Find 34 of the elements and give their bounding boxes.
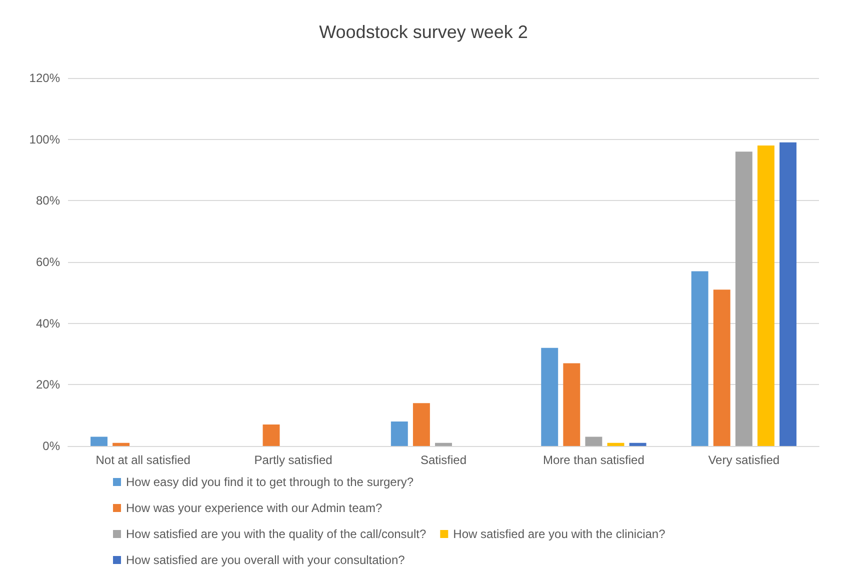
y-tick-label: 120% <box>29 71 60 85</box>
bar <box>90 436 108 446</box>
legend-label: How was your experience with our Admin team? <box>126 501 382 515</box>
legend-label: How satisfied are you with the quality of the call/consult? <box>126 527 426 541</box>
x-tick-label: More than satisfied <box>543 453 644 467</box>
bar <box>435 442 452 446</box>
legend-label: How satisfied are you overall with your consultation? <box>126 553 406 567</box>
bar <box>691 271 708 446</box>
y-tick-label: 20% <box>36 378 60 392</box>
bar <box>412 403 430 446</box>
x-tick-label: Satisfied <box>420 453 467 467</box>
bar <box>563 363 580 446</box>
bar <box>757 145 774 446</box>
legend-label: How easy did you find it to get through to the surgery? <box>126 475 414 489</box>
x-tick-label: Partly satisfied <box>254 453 332 467</box>
bar <box>112 442 130 446</box>
bar <box>607 442 624 446</box>
y-tick-label: 60% <box>36 255 60 269</box>
y-tick-label: 0% <box>42 439 60 453</box>
bar <box>735 152 752 446</box>
bar <box>585 436 602 446</box>
chart-title: Woodstock survey week 2 <box>319 22 528 42</box>
x-tick-label: Not at all satisfied <box>96 453 190 467</box>
bar <box>541 348 558 446</box>
bar <box>629 442 646 446</box>
y-tick-label: 80% <box>36 194 60 208</box>
x-tick-label: Very satisfied <box>708 453 780 467</box>
y-tick-label: 40% <box>36 316 60 330</box>
bar <box>713 290 730 446</box>
y-tick-label: 100% <box>29 132 60 146</box>
bar <box>390 421 408 446</box>
bar <box>780 142 796 446</box>
bar <box>262 424 280 446</box>
legend-label: How satisfied are you with the clinician? <box>453 527 666 541</box>
